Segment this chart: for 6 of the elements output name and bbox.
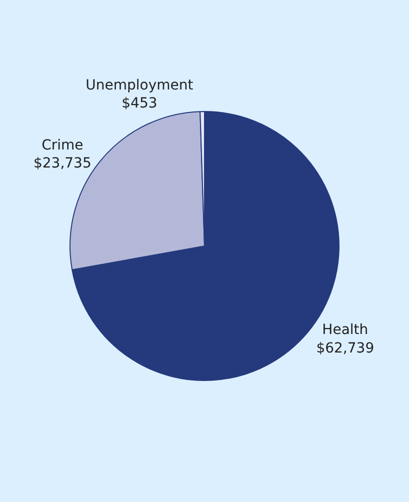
slice-label: Health: [322, 322, 368, 338]
slice-label: Unemployment: [86, 77, 194, 94]
data-label: $23,735: [33, 156, 92, 172]
slice-label: Crime: [42, 138, 84, 154]
data-label: $453: [122, 96, 158, 112]
data-label: $62,739: [316, 340, 374, 356]
